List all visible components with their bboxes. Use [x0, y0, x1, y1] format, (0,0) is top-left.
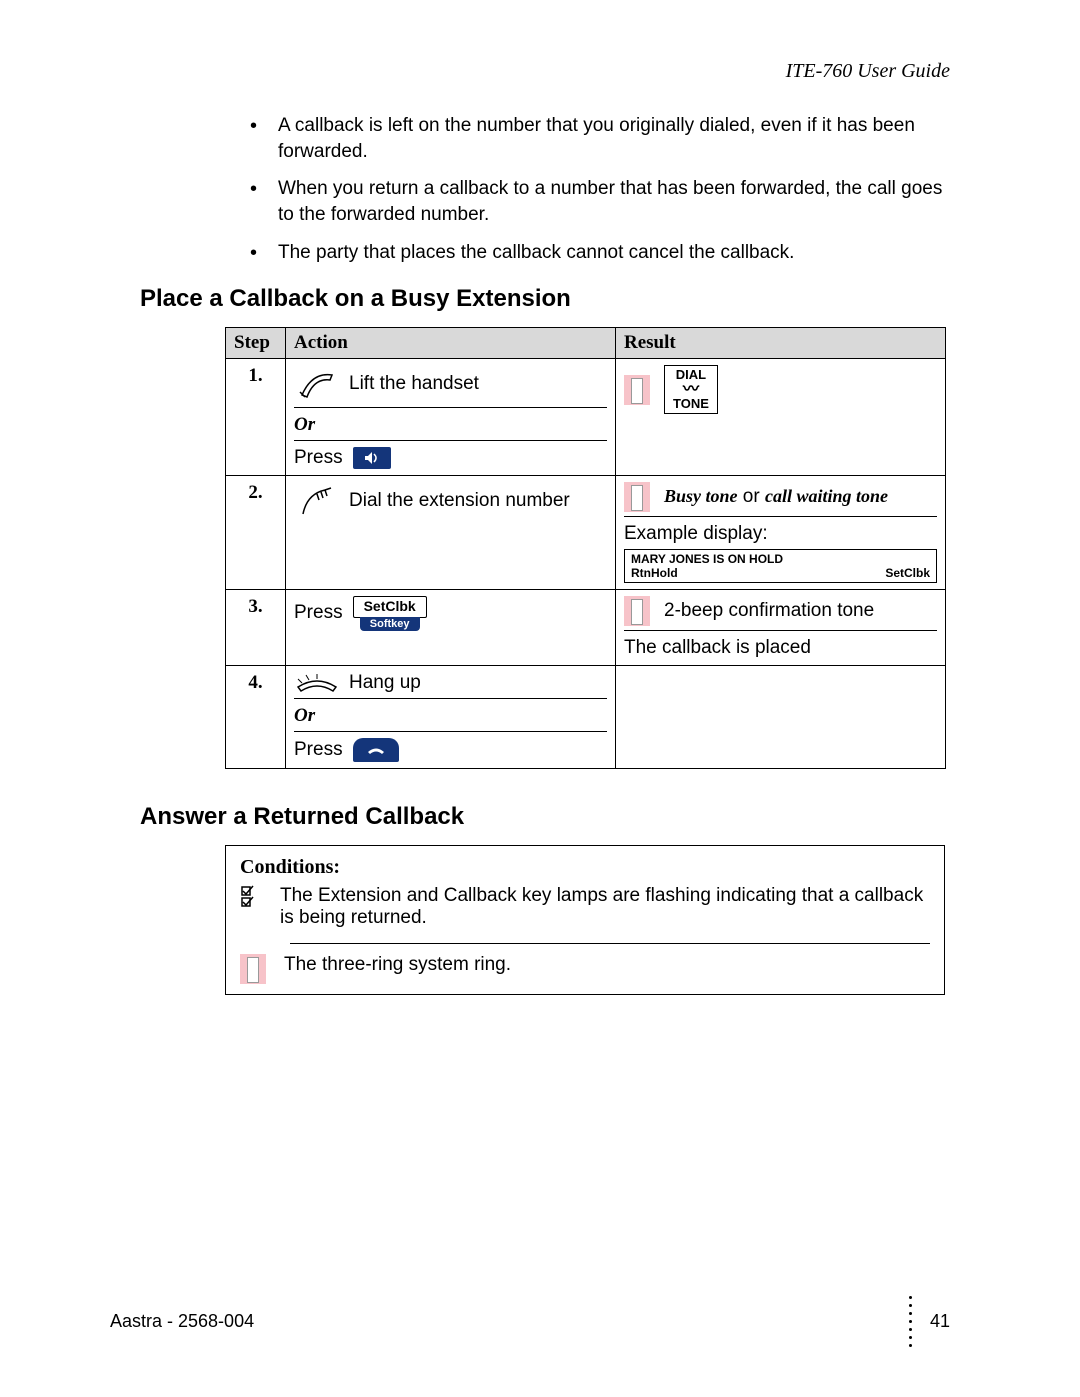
or-label: Or — [294, 414, 607, 436]
result-cell: Busy tone or call waiting tone Example d… — [616, 476, 946, 590]
result-cell — [616, 666, 946, 769]
th-result: Result — [616, 328, 946, 359]
note-icon — [624, 375, 650, 405]
note-icon — [624, 596, 650, 626]
condition-text: The Extension and Callback key lamps are… — [280, 885, 930, 929]
action-text: Lift the handset — [349, 373, 479, 395]
table-row: 4. Hang up Or Press — [226, 666, 946, 769]
table-row: 2. Dial the extension number Busy tone o… — [226, 476, 946, 590]
softkey-sub-label: Softkey — [360, 617, 420, 631]
result-cell: DIAL 〰 TONE — [616, 359, 946, 476]
action-cell: Hang up Or Press — [286, 666, 616, 769]
table-row: 1. Lift the handset Or Press — [226, 359, 946, 476]
section-heading-answer-callback: Answer a Returned Callback — [140, 803, 950, 831]
action-text: Hang up — [349, 672, 421, 694]
checklist-icon — [240, 885, 262, 915]
bullet-item: The party that places the callback canno… — [250, 240, 950, 266]
steps-table: Step Action Result 1. Lift the handset O… — [225, 327, 946, 769]
bullet-item: A callback is left on the number that yo… — [250, 113, 950, 164]
phone-display: MARY JONES IS ON HOLD RtnHold SetClbk — [624, 549, 937, 583]
display-softkey-right: SetClbk — [885, 566, 930, 580]
condition-text: The three-ring system ring. — [284, 954, 511, 976]
setclbk-softkey: SetClbk Softkey — [353, 596, 427, 630]
section-heading-place-callback: Place a Callback on a Busy Extension — [140, 285, 950, 313]
release-key-icon — [353, 738, 399, 762]
press-label: Press — [294, 447, 343, 469]
doc-title: ITE-760 User Guide — [140, 60, 950, 83]
press-label: Press — [294, 602, 343, 624]
page-footer: Aastra - 2568-004 41 — [110, 1296, 950, 1347]
dial-tone-icon: DIAL 〰 TONE — [664, 365, 718, 414]
display-softkey-left: RtnHold — [631, 566, 678, 580]
action-text: Dial the extension number — [349, 490, 570, 512]
footer-dots-icon — [909, 1296, 912, 1347]
conditions-cell: Conditions: The Extension and Callback k… — [226, 846, 945, 995]
result-beep-text: 2-beep confirmation tone — [664, 600, 874, 622]
table-row: 3. Press SetClbk Softkey 2-beep confirma… — [226, 590, 946, 666]
action-cell: Dial the extension number — [286, 476, 616, 590]
result-cell: 2-beep confirmation tone The callback is… — [616, 590, 946, 666]
step-number: 4. — [226, 666, 286, 769]
speaker-key-icon — [353, 447, 391, 469]
page-number: 41 — [930, 1311, 950, 1332]
note-icon — [624, 482, 650, 512]
step-number: 2. — [226, 476, 286, 590]
hand-dial-icon — [294, 482, 339, 520]
th-step: Step — [226, 328, 286, 359]
softkey-button-label: SetClbk — [353, 596, 427, 617]
result-placed-text: The callback is placed — [624, 637, 937, 659]
action-cell: Press SetClbk Softkey — [286, 590, 616, 666]
conditions-header: Conditions: — [240, 856, 930, 879]
display-line: MARY JONES IS ON HOLD — [631, 552, 930, 566]
intro-bullets: A callback is left on the number that yo… — [140, 113, 950, 265]
or-label: Or — [294, 705, 607, 727]
bullet-item: When you return a callback to a number t… — [250, 176, 950, 227]
note-icon — [240, 954, 266, 984]
page: ITE-760 User Guide A callback is left on… — [0, 0, 1080, 1397]
result-tone-text: Busy tone or call waiting tone — [664, 486, 888, 508]
footer-left: Aastra - 2568-004 — [110, 1311, 254, 1332]
th-action: Action — [286, 328, 616, 359]
handset-down-icon — [294, 672, 339, 694]
table-header-row: Step Action Result — [226, 328, 946, 359]
step-number: 3. — [226, 590, 286, 666]
example-display-label: Example display: — [624, 523, 937, 545]
handset-lift-icon — [294, 365, 339, 403]
press-label: Press — [294, 739, 343, 761]
action-cell: Lift the handset Or Press — [286, 359, 616, 476]
step-number: 1. — [226, 359, 286, 476]
conditions-table: Conditions: The Extension and Callback k… — [225, 845, 945, 995]
